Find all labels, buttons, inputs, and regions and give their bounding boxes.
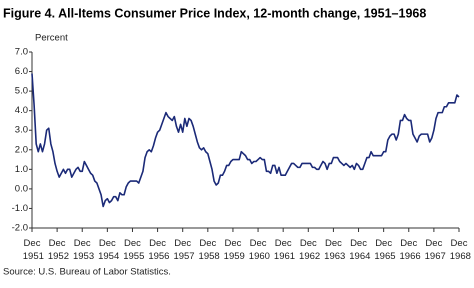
- x-tick-label-line: 1961: [271, 251, 295, 262]
- x-tick-label-line: 1960: [246, 251, 270, 262]
- x-tick-label-line: 1958: [196, 251, 220, 262]
- x-tick-label: Dec 1959: [221, 238, 245, 262]
- x-tick-label: Dec 1963: [322, 238, 346, 262]
- y-tick-label: 3.0: [15, 125, 28, 136]
- y-tick-label: 5.0: [15, 86, 28, 97]
- x-tick-label-line: 1951: [20, 251, 44, 262]
- x-tick-label-line: 1956: [146, 251, 170, 262]
- x-tick-label-line: Dec: [149, 238, 166, 249]
- x-tick-label: Dec 1955: [121, 238, 145, 262]
- x-tick-label: Dec 1957: [171, 238, 195, 262]
- x-tick-label-line: Dec: [99, 238, 116, 249]
- x-tick-label-line: Dec: [325, 238, 342, 249]
- x-tick-label-line: 1955: [121, 251, 145, 262]
- x-tick-label: Dec 1964: [347, 238, 371, 262]
- y-tick-label: 1.0: [15, 164, 28, 175]
- source-note: Source: U.S. Bureau of Labor Statistics.: [3, 267, 171, 278]
- chart-title: Figure 4. All-Items Consumer Price Index…: [3, 6, 426, 20]
- x-tick-label-line: Dec: [425, 238, 442, 249]
- x-tick-label: Dec 1968: [447, 238, 471, 262]
- x-tick-label-line: Dec: [124, 238, 141, 249]
- x-tick-label-line: 1957: [171, 251, 195, 262]
- x-tick-label-line: Dec: [350, 238, 367, 249]
- x-tick-label: Dec 1952: [45, 238, 69, 262]
- x-tick-label-line: 1968: [447, 251, 471, 262]
- y-tick-label: -2.0: [12, 223, 28, 234]
- x-tick-label-line: 1966: [397, 251, 421, 262]
- x-tick-label-line: Dec: [24, 238, 41, 249]
- x-tick-label-line: Dec: [174, 238, 191, 249]
- x-tick-label-line: 1962: [296, 251, 320, 262]
- x-tick-label-line: 1959: [221, 251, 245, 262]
- x-tick-label-line: Dec: [451, 238, 468, 249]
- x-tick-label: Dec 1966: [397, 238, 421, 262]
- x-tick-label: Dec 1960: [246, 238, 270, 262]
- x-tick-label-line: Dec: [250, 238, 267, 249]
- x-tick-label: Dec 1958: [196, 238, 220, 262]
- x-tick-label-line: Dec: [49, 238, 66, 249]
- x-tick-label: Dec 1965: [372, 238, 396, 262]
- x-tick-label-line: Dec: [224, 238, 241, 249]
- series-line: [31, 73, 460, 208]
- x-tick-label-line: 1952: [45, 251, 69, 262]
- x-tick-label-line: 1963: [322, 251, 346, 262]
- x-tick-label: Dec 1953: [70, 238, 94, 262]
- y-tick-label: 0.0: [15, 183, 28, 194]
- x-tick-label: Dec 1967: [422, 238, 446, 262]
- x-tick-label-line: 1953: [70, 251, 94, 262]
- x-tick-label-line: Dec: [275, 238, 292, 249]
- y-tick-label: 7.0: [15, 47, 28, 58]
- x-tick-label-line: 1954: [95, 251, 119, 262]
- x-tick-label: Dec 1951: [20, 238, 44, 262]
- y-axis-label: Percent: [35, 33, 68, 44]
- x-tick-label: Dec 1954: [95, 238, 119, 262]
- x-tick-label-line: 1964: [347, 251, 371, 262]
- y-tick-label: 4.0: [15, 105, 28, 116]
- x-tick-label-line: Dec: [300, 238, 317, 249]
- x-tick-label: Dec 1961: [271, 238, 295, 262]
- y-tick-label: 2.0: [15, 144, 28, 155]
- x-tick-label-line: 1967: [422, 251, 446, 262]
- y-tick-label: -1.0: [12, 203, 28, 214]
- x-tick-label-line: Dec: [375, 238, 392, 249]
- x-tick-label-line: Dec: [199, 238, 216, 249]
- x-tick-label-line: Dec: [74, 238, 91, 249]
- x-tick-label-line: 1965: [372, 251, 396, 262]
- x-tick-label: Dec 1962: [296, 238, 320, 262]
- x-tick-label: Dec 1956: [146, 238, 170, 262]
- x-tick-label-line: Dec: [400, 238, 417, 249]
- y-tick-label: 6.0: [15, 66, 28, 77]
